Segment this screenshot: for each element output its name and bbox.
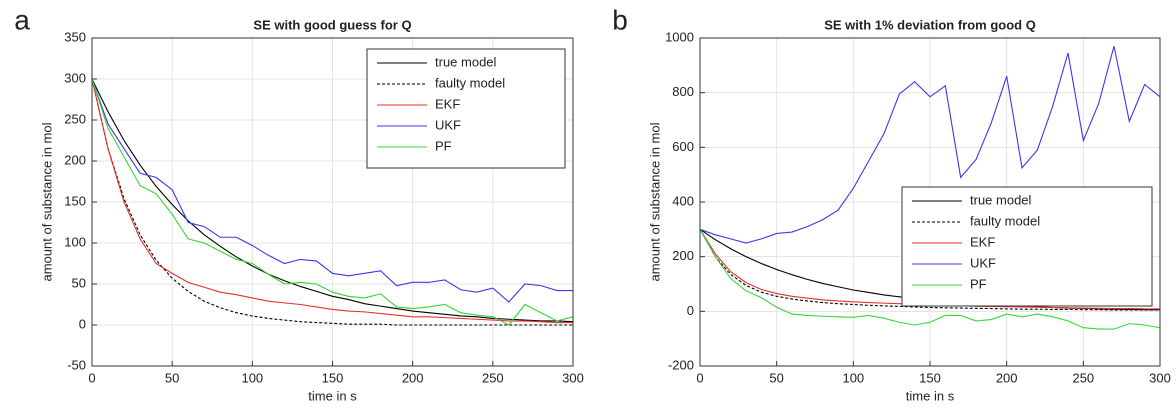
y-tick-label: 150 [64, 193, 86, 208]
y-axis-label: amount of substance in mol [39, 122, 54, 281]
x-tick-label: 0 [696, 370, 703, 385]
x-tick-label: 150 [919, 370, 941, 385]
y-tick-label: 0 [687, 303, 694, 318]
series-line [699, 229, 1161, 330]
y-tick-label: 800 [672, 84, 694, 99]
x-tick-label: 50 [165, 370, 179, 385]
legend-label: UKF [435, 117, 461, 132]
y-tick-label: 50 [72, 275, 86, 290]
x-tick-label: 50 [769, 370, 783, 385]
y-tick-label: 0 [79, 316, 86, 331]
x-tick-label: 100 [241, 370, 263, 385]
legend-label: EKF [970, 234, 995, 249]
x-tick-label: 300 [562, 370, 584, 385]
series-line [699, 229, 1160, 311]
x-axis-label: time in s [308, 388, 357, 403]
y-tick-label: -50 [67, 357, 86, 372]
series-line [91, 78, 573, 324]
y-tick-label: 600 [672, 139, 694, 154]
x-tick-label: 150 [322, 370, 344, 385]
legend-box [366, 48, 566, 169]
legend-box [901, 186, 1153, 307]
legend-label: EKF [435, 96, 460, 111]
series-line [91, 78, 574, 323]
x-tick-label: 200 [402, 370, 424, 385]
legend-label: PF [970, 276, 987, 291]
panel-label: a [14, 4, 30, 35]
x-axis-label: time in s [906, 388, 955, 403]
y-tick-label: 300 [64, 70, 86, 85]
y-tick-label: 200 [64, 152, 86, 167]
chart-title: SE with 1% deviation from good Q [824, 17, 1036, 32]
series-line [91, 78, 574, 326]
y-tick-label: 100 [64, 234, 86, 249]
axes-frame [699, 37, 1161, 367]
series-line [91, 78, 573, 303]
axes-frame [91, 37, 574, 367]
legend-label: faulty model [970, 213, 1040, 228]
legend: true model faulty model EKF UKF PF [366, 48, 566, 169]
legend-label: PF [435, 138, 452, 153]
legend-label: UKF [970, 255, 996, 270]
y-tick-label: 1000 [665, 29, 694, 44]
y-tick-label: 400 [672, 193, 694, 208]
y-tick-label: -200 [668, 357, 694, 372]
x-tick-label: 250 [1072, 370, 1094, 385]
legend: true model faulty model EKF UKF PF [901, 186, 1153, 307]
y-tick-label: 350 [64, 29, 86, 44]
chart-title: SE with good guess for Q [253, 17, 411, 32]
panel-label: b [612, 4, 628, 35]
x-tick-label: 100 [842, 370, 864, 385]
legend-label: true model [970, 192, 1032, 207]
x-tick-label: 200 [996, 370, 1018, 385]
x-tick-label: 250 [482, 370, 504, 385]
series-line [91, 78, 573, 326]
y-tick-label: 200 [672, 248, 694, 263]
legend-label: true model [435, 54, 497, 69]
y-tick-label: 250 [64, 111, 86, 126]
series-line [699, 46, 1161, 244]
x-tick-label: 300 [1149, 370, 1171, 385]
x-tick-label: 0 [88, 370, 95, 385]
y-axis-label: amount of substance in mol [647, 122, 662, 281]
legend-label: faulty model [435, 75, 505, 90]
